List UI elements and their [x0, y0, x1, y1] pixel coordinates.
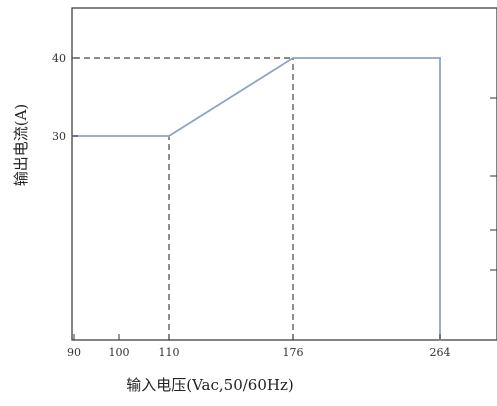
data-point-0-2	[292, 57, 294, 59]
reference-lines	[74, 57, 294, 340]
data-point-0-3	[439, 57, 441, 59]
series-layer	[73, 57, 441, 341]
x-tick-label-0: 90	[67, 346, 81, 359]
series-line-0	[74, 57, 441, 340]
ticks-layer: 90 100 110 176 264 30 40	[52, 52, 497, 359]
plot-frame	[71, 7, 497, 341]
x-tick-label-1: 100	[109, 346, 130, 359]
y-axis-title: 输出电流(A)	[12, 104, 30, 187]
data-point-0-1	[168, 135, 170, 137]
x-tick-label-3: 176	[283, 346, 304, 359]
y-tick-label-1: 40	[52, 52, 66, 65]
x-tick-label-4: 264	[430, 346, 451, 359]
x-tick-label-2: 110	[159, 346, 180, 359]
x-axis-title: 输入电压(Vac,50/60Hz)	[126, 376, 293, 394]
y-tick-label-0: 30	[52, 130, 66, 143]
